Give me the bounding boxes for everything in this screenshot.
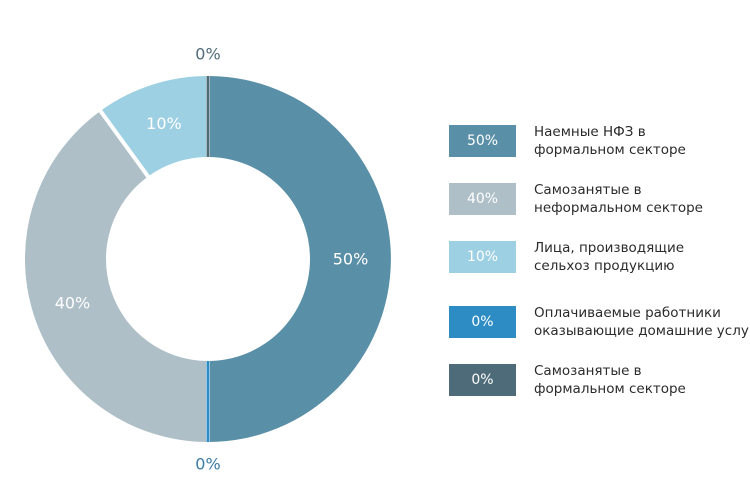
legend-label-line-0: Наемные НФЗ в [534, 124, 646, 140]
legend-swatch-1: 0% [449, 306, 516, 338]
legend-swatch-2: 40% [449, 183, 516, 215]
legend-item-1: 0% Оплачиваемые работники оказывающие дома… [449, 304, 750, 340]
legend-swatch-4: 0% [449, 364, 516, 396]
legend-item-3: 10% Лица, производящие сельхоз продукцию [449, 239, 750, 275]
legend-label-line-0: Самозанятые в [534, 363, 642, 379]
legend-label-4: Самозанятые в формальном секторе [534, 362, 750, 398]
legend-item-4: 0% Самозанятые в формальном секторе [449, 362, 750, 398]
legend-label-3: Лица, производящие сельхоз продукцию [534, 239, 750, 275]
legend-label-line-0: Оплачиваемые работники [534, 305, 721, 321]
donut-slice-2 [25, 110, 208, 442]
slice-value-label-1: 0% [195, 455, 220, 474]
slice-value-label-3: 10% [146, 114, 182, 133]
legend-label-1: Оплачиваемые работники оказывающие домашн… [534, 304, 750, 340]
slice-separator-3 [97, 108, 151, 180]
legend-label-line-1: сельхоз продукцию [534, 258, 675, 274]
legend-label-line-0: Лица, производящие [534, 240, 685, 256]
legend-label-2: Самозанятые в неформальном секторе [534, 181, 750, 217]
legend-label-line-1: оказывающие домашние услуги [534, 323, 750, 339]
slice-value-label-2: 40% [55, 294, 91, 313]
legend-label-line-0: Самозанятые в [534, 182, 642, 198]
legend-item-0: 50% Наемные НФЗ в формальном секторе [449, 123, 750, 159]
legend-label-line-1: неформальном секторе [534, 200, 703, 216]
legend-label-line-1: формальном секторе [534, 142, 686, 158]
donut-slice-0 [208, 76, 391, 442]
donut-svg: 50% 40% 10% 0% 0% [25, 45, 391, 474]
legend-label-line-1: формальном секторе [534, 381, 686, 397]
donut-slice-3 [100, 76, 208, 177]
legend-swatch-3: 10% [449, 241, 516, 273]
legend-item-2: 40% Самозанятые в неформальном секторе [449, 181, 750, 217]
slice-value-label-4: 0% [195, 45, 220, 64]
legend-label-0: Наемные НФЗ в формальном секторе [534, 123, 750, 159]
slice-value-label-0: 50% [333, 250, 369, 269]
legend-swatch-0: 50% [449, 125, 516, 157]
